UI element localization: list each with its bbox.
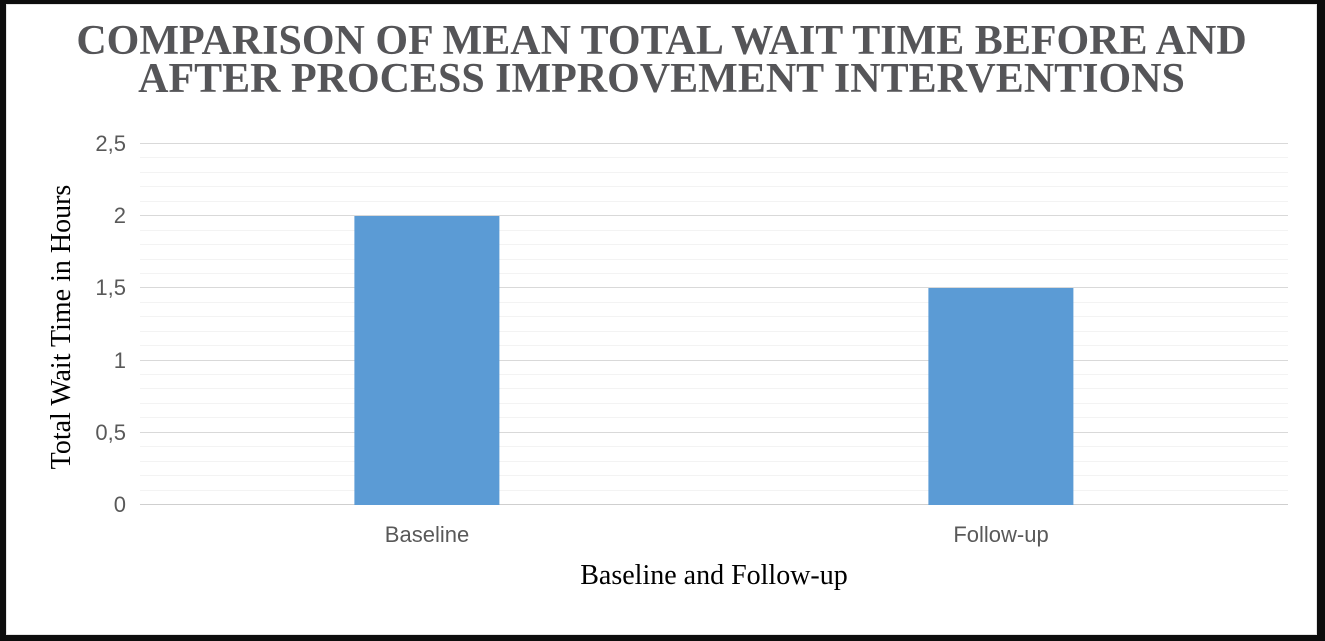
- x-tick-label: Baseline: [384, 522, 470, 547]
- gridline: [140, 186, 1288, 188]
- x-axis-title: Baseline and Follow-up: [580, 560, 848, 591]
- gridline: [140, 475, 1288, 477]
- chart-title-line-2: AFTER PROCESS IMPROVEMENT INTERVENTIONS: [138, 56, 1185, 102]
- bar-baseline: [354, 216, 500, 505]
- gridline: [140, 215, 1288, 217]
- gridline: [140, 489, 1288, 491]
- plot-area: [140, 143, 1288, 505]
- gridline: [140, 402, 1288, 404]
- gridline: [140, 258, 1288, 260]
- gridline: [140, 272, 1288, 274]
- y-tick-label: 0: [113, 492, 126, 517]
- x-axis-line: [140, 504, 1288, 505]
- y-tick-label: 1,5: [95, 275, 126, 301]
- y-tick-label: 0,5: [95, 419, 126, 445]
- gridline: [140, 359, 1288, 361]
- gridline: [140, 431, 1288, 433]
- chart-title-line-1: COMPARISON OF MEAN TOTAL WAIT TIME BEFOR…: [76, 18, 1247, 64]
- gridline: [140, 446, 1288, 448]
- y-tick-label: 2: [113, 203, 126, 229]
- gridline: [140, 143, 1288, 144]
- gridline: [140, 374, 1288, 376]
- gridline: [140, 287, 1288, 289]
- y-axis-ticks: 0 0,5 1 1,5 2 2,5: [6, 131, 126, 517]
- y-tick-label: 1: [113, 347, 126, 373]
- gridline: [140, 229, 1288, 231]
- gridline: [140, 244, 1288, 246]
- gridline: [140, 316, 1288, 318]
- gridline: [140, 330, 1288, 332]
- gridline: [140, 157, 1288, 159]
- x-axis-ticks: Baseline Follow-up: [140, 522, 1288, 552]
- gridline: [140, 345, 1288, 347]
- gridline: [140, 301, 1288, 303]
- gridline: [140, 388, 1288, 390]
- gridline: [140, 200, 1288, 202]
- chart-title: COMPARISON OF MEAN TOTAL WAIT TIME BEFOR…: [6, 18, 1317, 102]
- x-tick-label: Follow-up: [953, 522, 1049, 547]
- bar-follow-up: [928, 288, 1074, 505]
- gridline: [140, 171, 1288, 173]
- y-tick-label: 2,5: [95, 131, 126, 156]
- gridline: [140, 417, 1288, 419]
- gridline: [140, 460, 1288, 462]
